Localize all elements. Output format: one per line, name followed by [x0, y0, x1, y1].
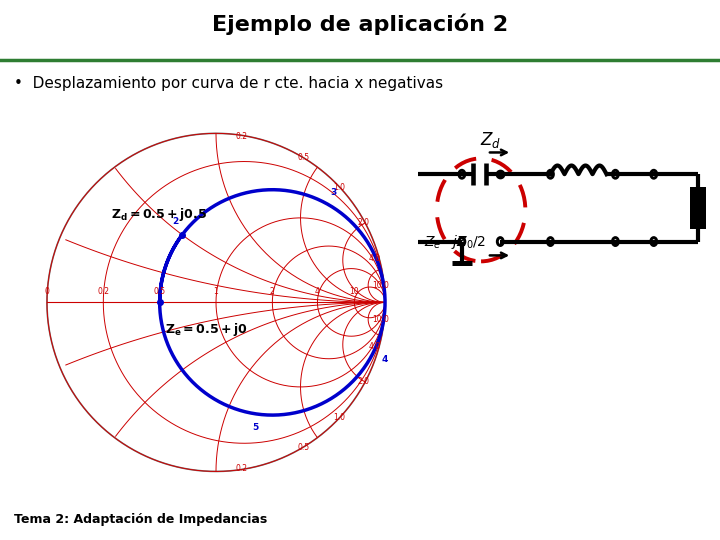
Text: $Z_e\!-\!jZ_0/2$: $Z_e\!-\!jZ_0/2$: [423, 233, 486, 251]
Text: •  Desplazamiento por curva de r cte. hacia x negativas: • Desplazamiento por curva de r cte. hac…: [14, 76, 444, 91]
Text: 0.2: 0.2: [97, 287, 109, 295]
Text: 2.0: 2.0: [357, 377, 369, 386]
Text: 4: 4: [315, 287, 320, 295]
Text: 1: 1: [214, 287, 218, 295]
Text: $Z_d$: $Z_d$: [480, 130, 501, 150]
Text: Tema 2: Adaptación de Impedancias: Tema 2: Adaptación de Impedancias: [14, 512, 268, 526]
Text: 10: 10: [349, 287, 359, 295]
Text: 1.0: 1.0: [333, 183, 346, 192]
Text: 0: 0: [45, 287, 50, 295]
Text: 3: 3: [331, 188, 337, 197]
Text: 5: 5: [253, 423, 258, 432]
Text: 10.0: 10.0: [372, 281, 390, 290]
Text: $\mathbf{Z_d = 0.5 + j0.5}$: $\mathbf{Z_d = 0.5 + j0.5}$: [111, 206, 207, 223]
Text: 0.5: 0.5: [153, 287, 166, 295]
Text: 1.0: 1.0: [333, 413, 346, 422]
Text: 2: 2: [172, 217, 179, 226]
Text: 4.0: 4.0: [369, 342, 381, 351]
Bar: [690, 187, 706, 229]
Text: 10.0: 10.0: [372, 315, 390, 324]
Text: Ejemplo de aplicación 2: Ejemplo de aplicación 2: [212, 14, 508, 36]
Text: 4: 4: [382, 355, 388, 363]
Text: 0.5: 0.5: [298, 443, 310, 453]
Text: 2.0: 2.0: [357, 219, 369, 227]
Text: $\mathbf{Z_e = 0.5 + j0}$: $\mathbf{Z_e = 0.5 + j0}$: [166, 321, 248, 338]
Text: 4.0: 4.0: [369, 254, 381, 263]
Text: 2: 2: [270, 287, 274, 295]
Text: 0.2: 0.2: [235, 132, 248, 141]
Text: 0.2: 0.2: [235, 463, 248, 472]
Text: 0.5: 0.5: [298, 152, 310, 161]
